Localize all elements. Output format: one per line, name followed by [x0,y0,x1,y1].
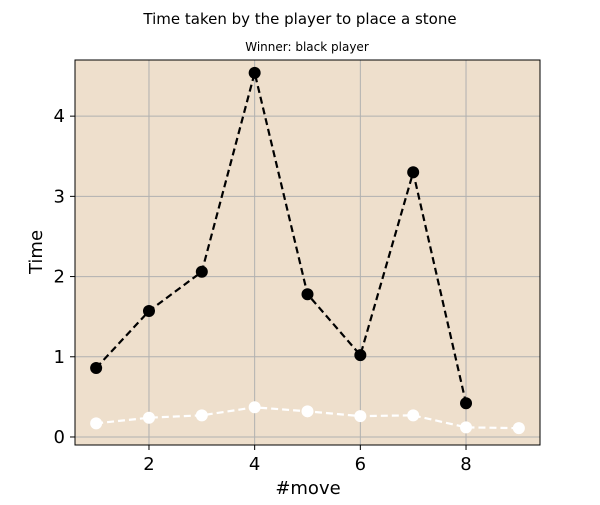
x-axis-label: #move [275,478,340,499]
series-1-point [90,362,103,374]
series-2-point [512,422,525,435]
series-2 [90,401,525,435]
series-2-point [248,401,261,414]
y-tick-label: 1 [54,347,65,368]
series-2-point [301,405,314,418]
series-1 [90,66,473,410]
series-1-point [195,265,208,278]
series-1-point [407,166,420,179]
series-1-point [460,397,473,410]
series-2-point [142,411,155,424]
series-1-point [301,288,314,301]
axis-ticks: 2 4 6 8 0 1 2 3 4 [54,106,472,475]
y-tick-label: 4 [54,106,65,127]
x-tick-label: 2 [143,454,154,475]
x-tick-label: 6 [355,454,366,475]
series-2-point [90,417,103,430]
series-2-point [195,409,208,422]
plot-frame [74,59,541,446]
series-1-point [354,349,367,362]
y-tick-label: 2 [54,267,65,288]
chart-subtitle: Winner: black player [245,40,369,54]
y-axis-label: Time [26,230,47,275]
series-2-point [460,421,473,434]
x-tick-label: 4 [249,454,260,475]
plot-area [75,60,540,445]
x-tick-label: 8 [460,454,471,475]
series-2-point [354,410,367,423]
series-1-line [95,72,468,404]
y-tick-label: 0 [54,427,65,448]
series-1-point [248,66,261,79]
y-tick-label: 3 [54,186,65,207]
series-2-point [407,409,420,422]
grid-lines [75,60,540,445]
chart-title: Time taken by the player to place a ston… [142,10,456,28]
series-1-point [142,305,155,318]
series-group [90,66,525,435]
